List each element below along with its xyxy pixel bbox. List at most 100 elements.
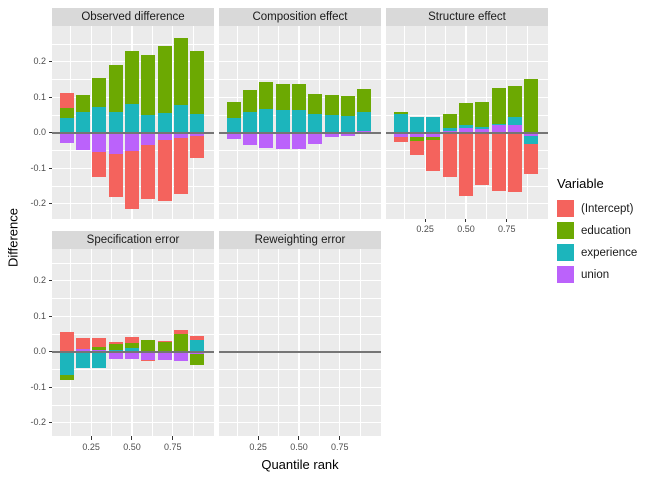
- facet-title: Reweighting error: [254, 233, 346, 246]
- x-tick-label: 0.75: [164, 441, 182, 452]
- y-tick-label: 0.2: [33, 275, 46, 286]
- gridline-minor: [219, 185, 381, 187]
- bar-segment-intercept: [108, 153, 123, 197]
- gridline-major: [172, 26, 174, 219]
- gridline-major: [219, 167, 381, 169]
- facet-strip: Structure effect: [386, 8, 548, 26]
- bar-segment-union: [458, 128, 473, 133]
- bar-segment-intercept: [507, 132, 522, 193]
- y-tick-label: 0.0: [33, 127, 46, 138]
- x-tick-label: 0.50: [290, 441, 308, 452]
- bar-segment-intercept: [475, 132, 490, 185]
- gridline-major: [257, 248, 259, 436]
- gridline-minor: [52, 298, 214, 299]
- gridline-major: [219, 422, 381, 424]
- bar-segment-education: [59, 374, 74, 381]
- x-tick-label: 0.75: [331, 441, 349, 452]
- facet-strip: Reweighting error: [219, 230, 381, 249]
- gridline-minor: [278, 248, 279, 436]
- x-tick-label: 0.75: [498, 224, 516, 234]
- gridline-minor: [386, 79, 548, 80]
- legend: Variable (Intercept) education experienc…: [557, 176, 667, 288]
- gridline-minor: [52, 333, 214, 335]
- bar-segment-intercept: [59, 93, 74, 109]
- bar-segment-education: [475, 101, 490, 127]
- bar-segment-experience: [507, 116, 522, 126]
- bar-segment-education: [75, 94, 90, 112]
- legend-label: union: [581, 268, 610, 281]
- x-tick-label: 0.50: [123, 441, 141, 452]
- zero-line: [219, 350, 381, 353]
- gridline-major: [298, 248, 300, 436]
- bar-segment-experience: [524, 136, 539, 145]
- bar-segment-intercept: [157, 140, 172, 201]
- gridline-major: [219, 203, 381, 205]
- bar-segment-intercept: [524, 144, 539, 174]
- bar-segment-union: [242, 132, 257, 146]
- bar-segment-intercept: [173, 138, 188, 194]
- gridline-minor: [219, 43, 381, 45]
- zero-line: [386, 131, 548, 134]
- bar-segment-union: [226, 132, 241, 140]
- education-swatch-icon: [557, 222, 574, 239]
- bar-segment-experience: [141, 115, 156, 133]
- gridline-minor: [359, 248, 361, 436]
- y-tick-label: -0.1: [30, 162, 46, 173]
- bar-segment-union: [173, 132, 188, 139]
- bar-segment-experience: [357, 112, 372, 131]
- y-tick-label: 0.2: [33, 56, 46, 67]
- gridline-major: [52, 280, 214, 282]
- gridline-major: [172, 248, 174, 436]
- x-tick-mark: [465, 218, 467, 222]
- bar-segment-education: [507, 86, 522, 117]
- bar-segment-union: [141, 132, 156, 146]
- bar-segment-education: [173, 38, 188, 106]
- bar-segment-union: [108, 351, 123, 359]
- gridline-major: [52, 386, 214, 388]
- bar-segment-experience: [275, 109, 290, 133]
- bar-segment-union: [141, 351, 156, 360]
- x-tick-mark: [298, 436, 300, 440]
- facet-strip: Specification error: [52, 230, 214, 249]
- bar-segment-experience: [324, 114, 339, 133]
- facet-title: Observed difference: [81, 11, 185, 23]
- x-tick-label: 0.25: [249, 441, 267, 452]
- facet-strip: Observed difference: [52, 8, 214, 26]
- bar-segment-experience: [426, 116, 441, 133]
- bar-segment-union: [124, 351, 139, 359]
- gridline-minor: [386, 43, 548, 45]
- gridline-major: [386, 96, 548, 98]
- bar-segment-experience: [226, 117, 241, 133]
- x-tick-mark: [506, 218, 508, 222]
- bar-segment-union: [75, 348, 90, 352]
- bar-segment-union: [291, 132, 306, 149]
- bar-segment-education: [524, 79, 539, 133]
- facet-title: Structure effect: [428, 11, 506, 23]
- bar-segment-union: [475, 129, 490, 133]
- legend-label: experience: [581, 246, 638, 259]
- bar-segment-experience: [75, 351, 90, 368]
- bar-segment-intercept: [92, 337, 107, 347]
- bar-segment-experience: [92, 107, 107, 133]
- gridline-major: [386, 61, 548, 63]
- bar-segment-experience: [242, 112, 257, 133]
- bar-segment-intercept: [173, 329, 188, 335]
- bar-segment-union: [75, 132, 90, 151]
- y-tick-mark: [48, 315, 52, 317]
- bar-segment-intercept: [190, 336, 205, 341]
- x-tick-mark: [339, 436, 341, 440]
- x-tick-mark: [257, 436, 259, 440]
- y-tick-label: -0.2: [30, 417, 46, 428]
- legend-item-experience: experience: [557, 244, 667, 261]
- gridline-minor: [219, 150, 381, 151]
- bar-segment-education: [157, 342, 172, 352]
- bar-segment-union: [524, 132, 539, 137]
- y-tick-label: 0.1: [33, 91, 46, 102]
- intercept-swatch-icon: [557, 200, 574, 217]
- bar-segment-union: [491, 125, 506, 133]
- y-tick-label: 0.1: [33, 310, 46, 321]
- bar-segment-union: [426, 132, 441, 137]
- experience-swatch-icon: [557, 244, 574, 261]
- gridline-minor: [219, 333, 381, 335]
